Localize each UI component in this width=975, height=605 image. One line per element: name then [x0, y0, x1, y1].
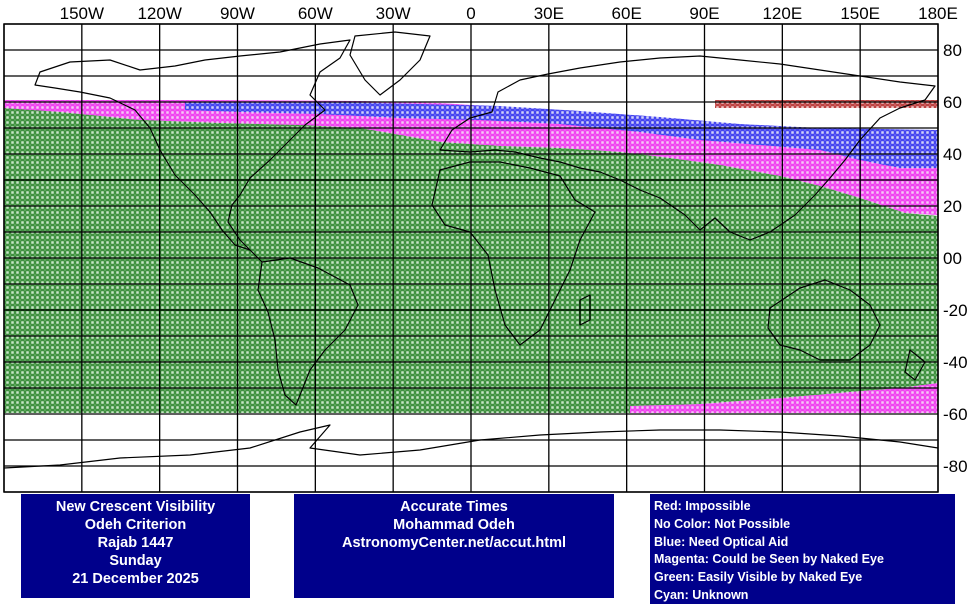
hijri-month-line: Rajab 1447	[97, 535, 174, 551]
longitude-label: 180E	[918, 4, 958, 23]
latitude-label: -80	[943, 457, 968, 476]
legend-cyan: Cyan: Unknown	[654, 587, 749, 602]
longitude-label: 60W	[298, 4, 333, 23]
credit-url[interactable]: AstronomyCenter.net/accut.html	[342, 535, 566, 551]
credit-line-1: Accurate Times	[400, 499, 508, 515]
longitude-label: 90E	[689, 4, 719, 23]
date-line: 21 December 2025	[72, 571, 199, 587]
latitude-label: 00	[943, 249, 962, 268]
legend-panel: Red: Impossible No Color: Not Possible B…	[650, 494, 955, 604]
new-zealand-coast	[904, 349, 926, 381]
legend-red: Red: Impossible	[654, 499, 751, 513]
longitude-label: 150W	[60, 4, 104, 23]
latitude-label: -20	[943, 301, 968, 320]
longitude-label: 90W	[220, 4, 255, 23]
legend-magenta: Magenta: Could be Seen by Naked Eye	[654, 552, 884, 567]
longitude-label: 0	[466, 4, 475, 23]
latitude-labels: 80 60 40 20 00 -20 -40 -60 -80	[943, 41, 968, 476]
map-frame	[3, 23, 939, 493]
longitude-label: 120E	[762, 4, 802, 23]
longitude-label: 120W	[137, 4, 181, 23]
legend-no-color: No Color: Not Possible	[654, 516, 791, 531]
longitude-label: 150E	[840, 4, 880, 23]
latitude-label: 80	[943, 41, 962, 60]
magenta-south-zone	[630, 383, 938, 413]
latitude-label: -60	[943, 405, 968, 424]
criterion-line: Odeh Criterion	[84, 517, 187, 533]
latitude-label: 40	[943, 145, 962, 164]
greenland-coast	[349, 31, 431, 96]
longitude-label: 30E	[534, 4, 564, 23]
legend-green: Green: Easily Visible by Naked Eye	[654, 570, 863, 585]
latitude-label: -40	[943, 353, 968, 372]
latitude-label: 60	[943, 93, 962, 112]
longitude-labels: 150W 120W 90W 60W 30W 0 30E 60E 90E 120E 150E 180E	[60, 4, 958, 23]
australia-coast	[767, 279, 881, 361]
legend-blue: Blue: Need Optical Aid	[654, 534, 789, 549]
eurasia-coast	[439, 55, 936, 241]
graticule	[3, 23, 939, 493]
credit-line-2: Mohammad Odeh	[393, 517, 515, 533]
weekday-line: Sunday	[109, 553, 162, 569]
antarctica-coast	[3, 424, 939, 469]
title-line: New Crescent Visibility	[55, 499, 216, 515]
blue-zone	[185, 102, 938, 168]
credit-panel: Accurate Times Mohammad Odeh AstronomyCe…	[294, 494, 614, 598]
title-panel: New Crescent Visibility Odeh Criterion R…	[21, 494, 250, 598]
latitude-label: 20	[943, 197, 962, 216]
longitude-label: 30W	[376, 4, 411, 23]
south-america-coast	[257, 257, 359, 406]
longitude-label: 60E	[612, 4, 642, 23]
madagascar-coast	[579, 294, 591, 326]
